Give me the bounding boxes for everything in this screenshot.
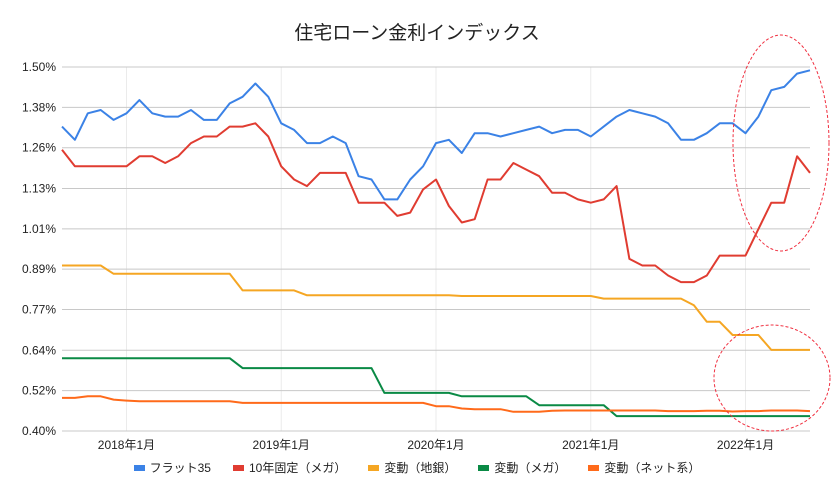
series-line (62, 264, 810, 351)
y-tick-label: 0.89% (22, 262, 56, 276)
legend-item[interactable]: 変動（地銀） (368, 459, 456, 476)
y-tick-label: 1.01% (22, 222, 56, 236)
y-tick-label: 0.52% (22, 384, 56, 398)
y-tick-label: 1.13% (22, 181, 56, 195)
legend-item[interactable]: 変動（メガ） (478, 459, 566, 476)
legend-swatch (478, 464, 490, 471)
legend-label: 変動（地銀） (384, 461, 457, 475)
y-tick-label: 0.64% (22, 343, 56, 357)
legend: フラット35 10年固定（メガ） 変動（地銀） 変動（メガ） 変動（ネット系） (0, 459, 834, 476)
x-tick-label: 2019年1月 (253, 438, 310, 452)
y-tick-label: 0.40% (22, 424, 56, 438)
legend-swatch (133, 464, 145, 471)
legend-label: 10年固定（メガ） (248, 461, 347, 475)
x-tick-label: 2022年1月 (717, 438, 774, 452)
series-line (62, 357, 810, 418)
legend-item[interactable]: フラット35 (133, 459, 211, 476)
x-tick-label: 2018年1月 (98, 438, 155, 452)
legend-swatch (232, 464, 244, 471)
series-4 (61, 395, 811, 413)
highlight-ellipse (713, 324, 831, 432)
series-0 (61, 69, 811, 201)
y-tick-label: 1.50% (22, 60, 56, 74)
series-1 (61, 122, 811, 284)
highlight-ellipse (732, 34, 830, 252)
legend-label: フラット35 (149, 461, 211, 475)
x-tick-label: 2021年1月 (562, 438, 619, 452)
series-3 (61, 357, 811, 418)
y-tick-label: 1.26% (22, 141, 56, 155)
legend-label: 変動（メガ） (494, 461, 567, 475)
y-tick-label: 0.77% (22, 303, 56, 317)
legend-item[interactable]: 10年固定（メガ） (232, 459, 347, 476)
chart-title: 住宅ローン金利インデックス (294, 23, 540, 44)
x-tick-label: 2020年1月 (407, 438, 464, 452)
y-tick-label: 1.38% (22, 100, 56, 114)
legend-label: 変動（ネット系） (604, 461, 701, 475)
legend-swatch (368, 464, 380, 471)
legend-item[interactable]: 変動（ネット系） (588, 459, 700, 476)
legend-swatch (588, 464, 600, 471)
series-line (62, 395, 811, 413)
series-2 (61, 264, 811, 351)
